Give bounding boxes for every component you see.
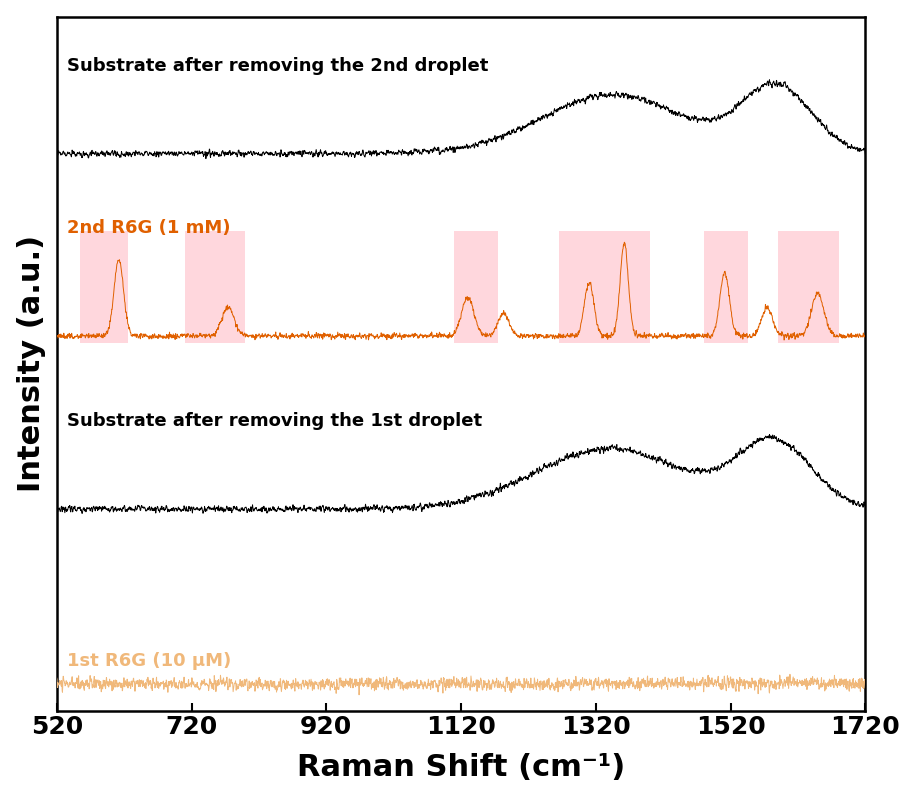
X-axis label: Raman Shift (cm⁻¹): Raman Shift (cm⁻¹) [297,753,625,782]
Text: Substrate after removing the 1st droplet: Substrate after removing the 1st droplet [67,411,482,430]
Text: 1st R6G (10 μM): 1st R6G (10 μM) [67,651,231,670]
Y-axis label: Intensity (a.u.): Intensity (a.u.) [17,235,46,492]
Text: 2nd R6G (1 mM): 2nd R6G (1 mM) [67,220,230,237]
Text: Substrate after removing the 2nd droplet: Substrate after removing the 2nd droplet [67,57,488,75]
Bar [778,231,838,343]
Bar [185,231,246,343]
Bar [81,231,127,343]
Bar [703,231,747,343]
Bar [558,231,650,343]
Bar [455,231,498,343]
